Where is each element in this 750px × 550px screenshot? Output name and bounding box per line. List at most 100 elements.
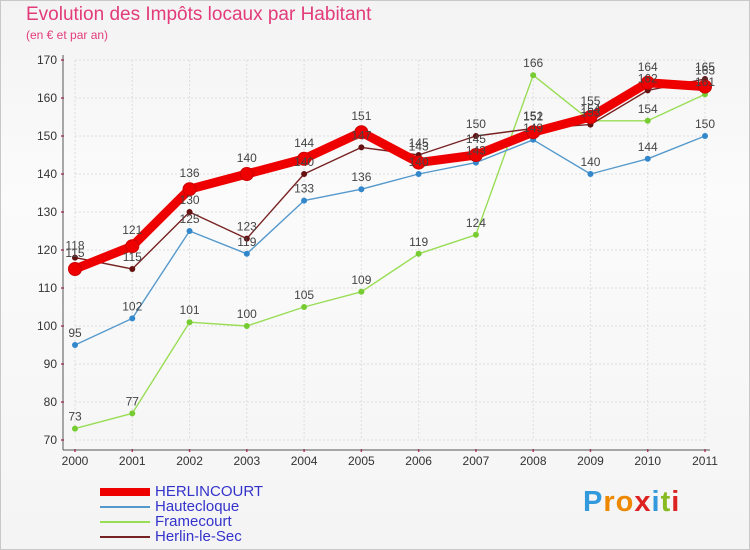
point-hautecloque [186,228,193,234]
point-herlincourt [68,262,82,276]
point-herlin-le-sec [358,144,365,151]
logo-letter: x [634,486,652,518]
data-label-framecourt: 105 [294,288,314,302]
data-label-hautecloque: 125 [180,212,200,226]
legend-swatch-herlin-le-sec [100,536,150,538]
point-herlin-le-sec [472,133,479,139]
point-herlincourt [297,151,312,166]
data-label-herlin-le-sec: 153 [580,106,600,120]
point-hautecloque [301,197,308,204]
data-label-hautecloque: 119 [237,235,256,249]
data-label-framecourt: 101 [180,303,200,317]
data-label-herlin-le-sec: 140 [294,155,314,169]
point-herlincourt [583,110,598,124]
data-label-herlin-le-sec: 145 [409,136,429,150]
point-hautecloque [243,250,250,257]
y-tick-label: 130 [37,205,57,219]
point-herlincourt [468,148,483,162]
point-hautecloque [72,342,78,348]
point-hautecloque [702,133,708,139]
data-label-framecourt: 77 [126,394,140,408]
x-tick-label: 2006 [405,454,432,468]
point-framecourt [186,319,193,326]
data-label-hautecloque: 150 [695,117,715,131]
series-lines [68,72,712,432]
logo-letter: P [583,486,604,518]
data-label-hautecloque: 144 [638,140,658,154]
x-tick-label: 2001 [119,454,146,468]
legend-label-hautecloque: Hautecloque [155,498,240,515]
y-tick-label: 100 [37,319,57,333]
legend-swatch-framecourt [100,521,150,523]
data-label-herlin-le-sec: 165 [695,60,715,74]
data-label-framecourt: 124 [466,216,486,230]
logo-letter: o [615,486,635,518]
data-label-hautecloque: 140 [580,155,600,169]
data-label-framecourt: 109 [351,273,371,287]
point-herlin-le-sec [243,235,250,242]
data-label-herlincourt: 144 [294,136,314,150]
y-tick-label: 160 [37,91,57,105]
data-label-herlincourt: 143 [409,140,429,154]
legend-swatch-herlincourt [100,488,150,496]
x-tick-label: 2007 [463,454,490,468]
legend-swatch-hautecloque [100,506,150,508]
point-herlincourt [526,125,541,140]
data-label-herlin-le-sec: 123 [237,220,257,234]
data-label-herlin-le-sec: 162 [638,71,658,85]
logo-letter: r [603,486,616,518]
data-label-herlin-le-sec: 130 [180,193,200,207]
point-framecourt [243,323,250,329]
series-line-hautecloque [74,135,706,346]
data-label-framecourt: 73 [68,410,82,424]
data-label-herlincourt: 151 [523,109,543,123]
point-herlincourt [640,75,655,90]
data-label-herlincourt: 115 [65,246,84,260]
y-tick-label: 80 [44,395,58,409]
point-herlincourt [411,155,426,170]
data-label-framecourt: 154 [638,102,658,116]
data-label-hautecloque: 143 [466,144,486,158]
data-label-hautecloque: 149 [523,121,543,135]
data-label-herlin-le-sec: 115 [123,250,142,264]
point-herlincourt [239,167,254,181]
point-hautecloque [644,155,651,162]
data-label-framecourt: 166 [523,56,543,70]
data-label-herlin-le-sec: 118 [65,239,84,253]
x-tick-label: 2002 [176,454,203,468]
data-label-herlincourt: 151 [351,109,371,123]
point-herlincourt [182,182,197,197]
legend-label-framecourt: Framecourt [155,513,232,530]
data-label-herlin-le-sec: 147 [351,128,371,142]
point-herlincourt [354,125,369,140]
x-tick-label: 2005 [348,454,375,468]
data-label-hautecloque: 140 [409,155,429,169]
grid [74,59,706,441]
point-hautecloque [129,315,136,322]
data-label-herlincourt: 140 [237,151,257,165]
data-label-hautecloque: 95 [68,326,82,340]
point-framecourt [472,231,479,238]
point-framecourt [72,425,78,432]
point-framecourt [301,304,308,310]
data-label-hautecloque: 133 [294,182,314,196]
data-label-herlincourt: 136 [180,166,200,180]
point-herlincourt [125,239,140,254]
series-line-framecourt [74,74,706,430]
point-hautecloque [358,186,365,193]
x-tick-label: 2004 [291,454,318,468]
data-label-hautecloque: 136 [351,170,371,184]
data-label-hautecloque: 102 [122,299,142,313]
chart-subtitle: (en € et par an) [26,28,109,42]
point-hautecloque [415,171,422,177]
point-framecourt [415,250,422,257]
axes: 70 80 90 100 110 120 130 140 150 160 170 2000 2001 20… [37,53,718,468]
logo-letter: t [660,486,672,518]
y-tick-label: 110 [38,281,57,295]
point-framecourt [129,410,136,417]
data-label-herlin-le-sec: 150 [466,117,486,131]
data-label-herlincourt: 145 [466,132,486,146]
y-tick-label: 120 [37,243,57,257]
proxiti-logo: Proxiti [583,486,680,519]
